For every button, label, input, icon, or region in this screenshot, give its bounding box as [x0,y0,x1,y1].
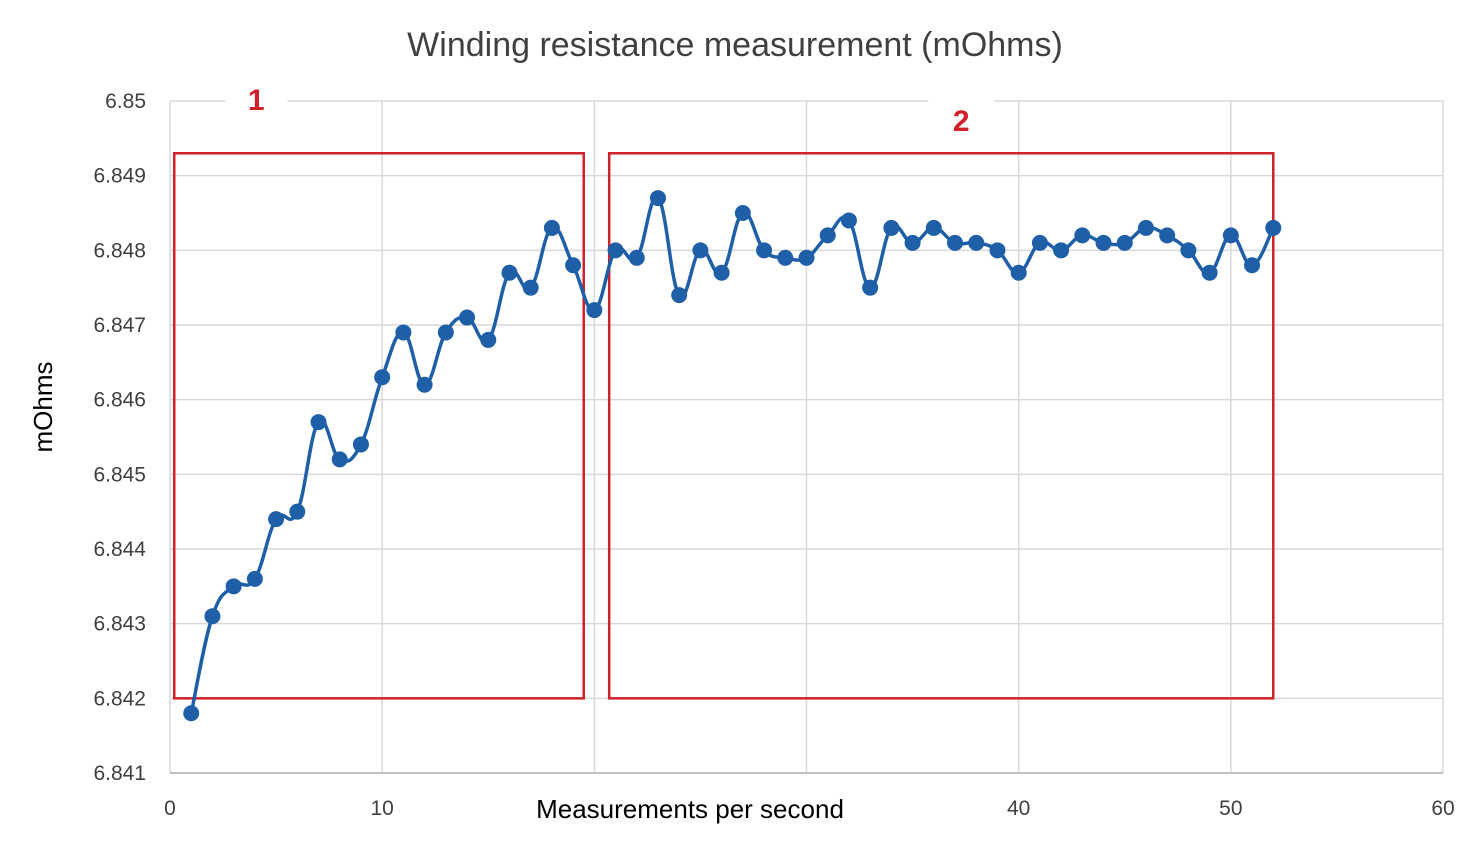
data-point [310,414,327,431]
y-tick-label: 6.844 [93,538,146,561]
x-tick-label: 50 [1219,797,1242,820]
data-point [713,264,730,281]
data-point [331,451,348,468]
annotation-box-2 [607,152,1275,700]
y-tick-label: 6.846 [93,389,146,412]
data-point [1031,234,1048,251]
data-point [459,309,476,326]
data-point [183,705,200,722]
data-point [671,287,688,304]
data-point [480,331,497,348]
data-point [1010,264,1027,281]
data-point [692,242,709,259]
y-axis-label: mOhms [28,362,58,453]
data-point [925,219,942,236]
annotation-label-bg [928,93,995,109]
data-point [968,234,985,251]
series [183,190,1282,722]
data-point [1222,227,1239,244]
data-point [1180,242,1197,259]
data-point [989,242,1006,259]
data-point [607,242,624,259]
x-axis-label: Measurements per second [536,794,844,824]
data-point [904,234,921,251]
data-point [543,219,560,236]
data-point [649,190,666,207]
y-tick-label: 6.841 [93,762,146,785]
data-point [862,279,879,296]
y-tick-label: 6.845 [93,463,146,486]
data-point [798,249,815,266]
y-tick-label: 6.85 [105,90,146,113]
y-tick-label: 6.843 [93,613,146,636]
data-point [628,249,645,266]
data-point [501,264,518,281]
x-tick-label: 40 [1007,797,1030,820]
data-point [1265,219,1282,236]
data-point [883,219,900,236]
x-tick-label: 0 [164,797,176,820]
y-tick-label: 6.848 [93,239,146,262]
x-tick-label: 10 [370,797,393,820]
y-tick-label: 6.847 [93,314,146,337]
data-point [225,578,242,595]
grid [169,100,1444,774]
data-point [1095,234,1112,251]
data-point [437,324,454,341]
annotation-label-1: 1 [248,84,265,117]
annotation-label-2: 2 [953,105,970,138]
annotations: 12 [172,84,1275,700]
data-point [586,302,603,319]
data-point [565,257,582,274]
series-line [189,195,1275,714]
chart-title: Winding resistance measurement (mOhms) [407,26,1063,64]
data-point [374,369,391,386]
annotation-box-1 [172,152,585,700]
data-point [756,242,773,259]
data-point [395,324,412,341]
data-point [352,436,369,453]
data-point [522,279,539,296]
y-tick-label: 6.842 [93,687,146,710]
tick-labels: 6.841 6.842 6.843 6.844 6.845 6.846 6.847 6.848… [93,90,1454,820]
data-point [1137,219,1154,236]
data-point [1244,257,1261,274]
data-point [246,570,263,587]
data-point [416,376,433,393]
data-point [268,511,285,528]
data-point [1159,227,1176,244]
data-point [734,205,751,221]
data-point [1116,234,1133,251]
data-point [777,249,794,266]
data-point [947,234,964,251]
annotation-label-bg [225,93,288,109]
data-point [840,212,857,229]
data-point [204,608,221,625]
data-point [1201,264,1218,281]
x-tick-label: 60 [1431,797,1454,820]
data-point [819,227,836,244]
data-point [289,503,306,520]
y-tick-label: 6.849 [93,165,146,188]
data-point [1074,227,1091,244]
data-point [1053,242,1070,259]
